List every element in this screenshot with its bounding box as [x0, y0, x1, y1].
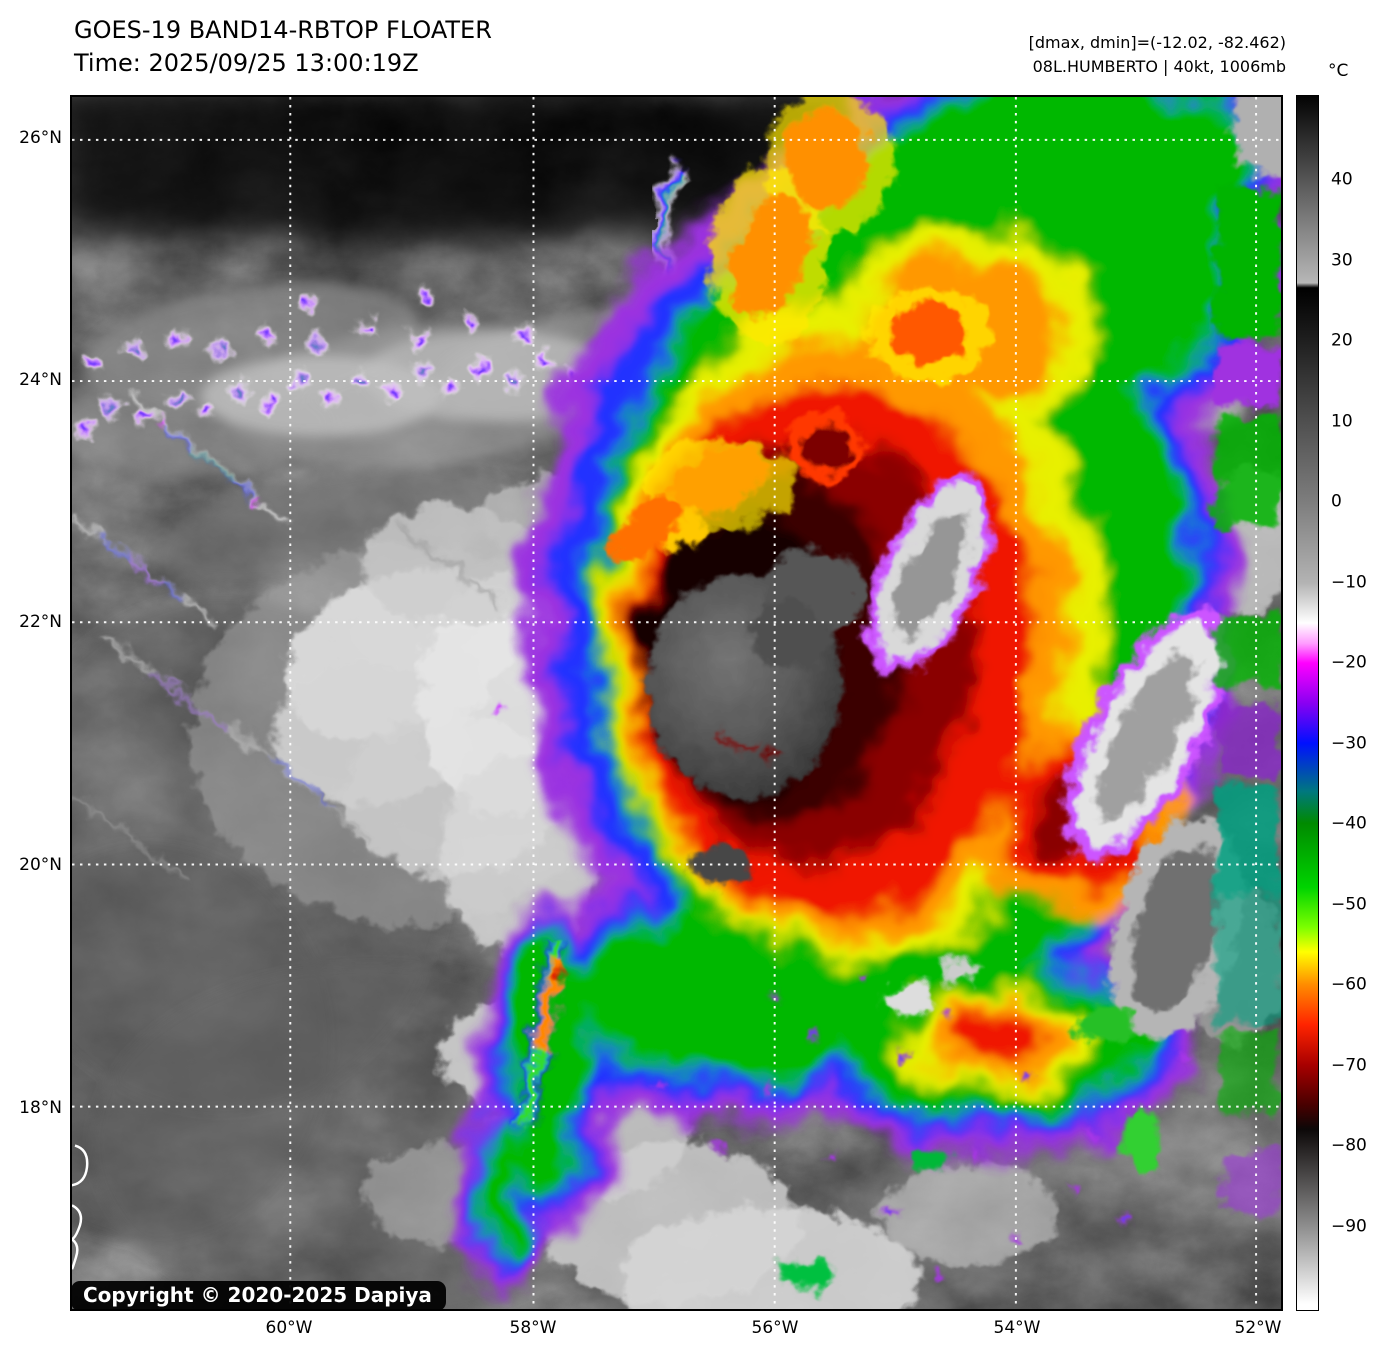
cirrus-streaks: [72, 394, 502, 886]
lat-tick-label: 20°N: [19, 855, 62, 875]
colorbar-tick: −60: [1331, 974, 1367, 995]
colorbar-tick: −50: [1331, 894, 1367, 915]
right-edge-band: [1216, 97, 1281, 1214]
grid-lines: [72, 97, 1281, 1309]
storm-details: [515, 97, 1244, 1126]
colorbar-tick: 20: [1331, 330, 1353, 351]
lon-tick-label: 52°W: [1234, 1318, 1282, 1338]
lon-tick-label: 54°W: [993, 1318, 1041, 1338]
lon-tick-label: 56°W: [751, 1318, 799, 1338]
satellite-map: [70, 95, 1283, 1311]
colorbar-tick: −80: [1331, 1135, 1367, 1156]
lon-tick-label: 58°W: [509, 1318, 557, 1338]
storm-info-label: 08L.HUMBERTO | 40kt, 1006mb: [1032, 57, 1286, 76]
lat-tick-label: 18°N: [19, 1098, 62, 1118]
colorbar-tick: −70: [1331, 1055, 1367, 1076]
lat-tick-label: 24°N: [19, 370, 62, 390]
dmax-dmin-label: [dmax, dmin]=(-12.02, -82.462): [1028, 33, 1286, 52]
storm-eye: [647, 550, 865, 889]
colorbar-unit: °C: [1328, 61, 1349, 81]
satellite-imagery: [72, 97, 1281, 1309]
colorbar-tick: 10: [1331, 411, 1353, 432]
colorbar-tick: −30: [1331, 733, 1367, 754]
lat-tick-label: 22°N: [19, 612, 62, 632]
colorbar-tick: −20: [1331, 652, 1367, 673]
lon-tick-label: 60°W: [265, 1318, 313, 1338]
colorbar-tick: 40: [1331, 169, 1353, 190]
colorbar-tick: −90: [1331, 1216, 1367, 1237]
colorbar-tick: −10: [1331, 572, 1367, 593]
colorbar: [1296, 95, 1319, 1311]
time-label: Time: 2025/09/25 13:00:19Z: [74, 49, 419, 77]
colorbar-tick: 0: [1331, 491, 1342, 512]
coastline: [72, 1144, 89, 1270]
copyright-badge: Copyright © 2020-2025 Dapiya: [71, 1281, 446, 1311]
colorbar-tick: −40: [1331, 813, 1367, 834]
page-title: GOES-19 BAND14-RBTOP FLOATER: [74, 16, 492, 44]
colorbar-tick: 30: [1331, 250, 1353, 271]
lat-tick-label: 26°N: [19, 128, 62, 148]
south-speckles: [657, 974, 1193, 1292]
